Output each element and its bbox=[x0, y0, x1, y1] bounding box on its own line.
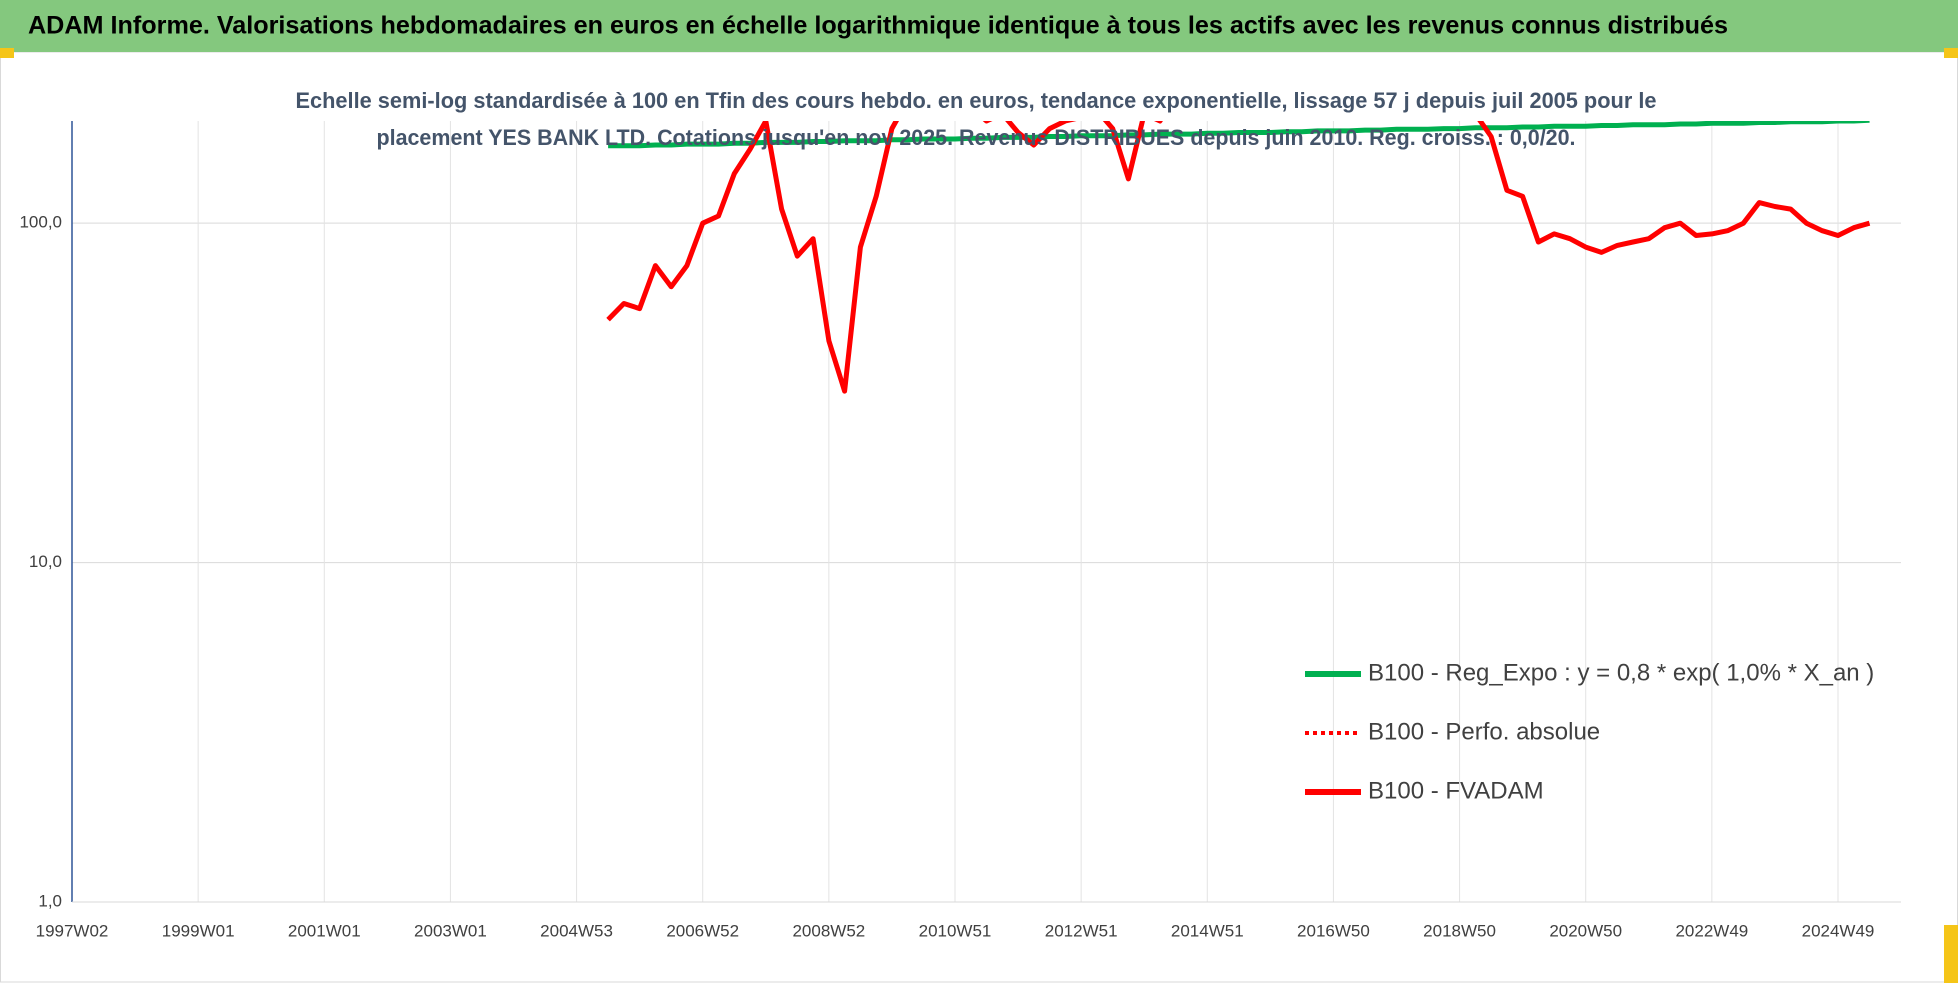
x-tick-label: 1999W01 bbox=[162, 921, 235, 940]
x-tick-label: 2016W50 bbox=[1297, 921, 1370, 940]
x-tick-label: 2010W51 bbox=[919, 921, 992, 940]
series-line bbox=[606, 121, 1871, 394]
x-tick-label: 2014W51 bbox=[1171, 921, 1244, 940]
x-tick-label: 2012W51 bbox=[1045, 921, 1118, 940]
x-tick-label: 2006W52 bbox=[666, 921, 739, 940]
legend-label: B100 - Perfo. absolue bbox=[1368, 718, 1600, 745]
x-tick-label: 2004W53 bbox=[540, 921, 613, 940]
chart-subtitle: Echelle semi-log standardisée à 100 en T… bbox=[296, 88, 1657, 113]
y-tick-label: 1,0 bbox=[38, 891, 62, 910]
legend-label: B100 - FVADAM bbox=[1368, 777, 1544, 804]
y-tick-label: 100,0 bbox=[19, 213, 62, 232]
chart-subtitle: placement YES BANK LTD. Cotations jusqu'… bbox=[377, 125, 1576, 150]
legend-label: B100 - Reg_Expo : y = 0,8 * exp( 1,0% * … bbox=[1368, 659, 1874, 686]
corner bbox=[1944, 925, 1958, 983]
x-tick-label: 2001W01 bbox=[288, 921, 361, 940]
x-tick-label: 2003W01 bbox=[414, 921, 487, 940]
x-tick-label: 2024W49 bbox=[1802, 921, 1875, 940]
corner bbox=[1944, 48, 1958, 58]
x-tick-label: 2020W50 bbox=[1549, 921, 1622, 940]
x-tick-label: 2022W49 bbox=[1675, 921, 1748, 940]
x-tick-label: 2018W50 bbox=[1423, 921, 1496, 940]
chart-title: ADAM Informe. Valorisations hebdomadaire… bbox=[28, 12, 1728, 40]
title-bar bbox=[0, 0, 1958, 52]
corner bbox=[0, 48, 14, 58]
x-tick-label: 1997W02 bbox=[36, 921, 109, 940]
y-tick-label: 10,0 bbox=[29, 552, 62, 571]
x-tick-label: 2008W52 bbox=[792, 921, 865, 940]
plot-area bbox=[72, 121, 1901, 903]
series-line bbox=[608, 121, 1870, 149]
